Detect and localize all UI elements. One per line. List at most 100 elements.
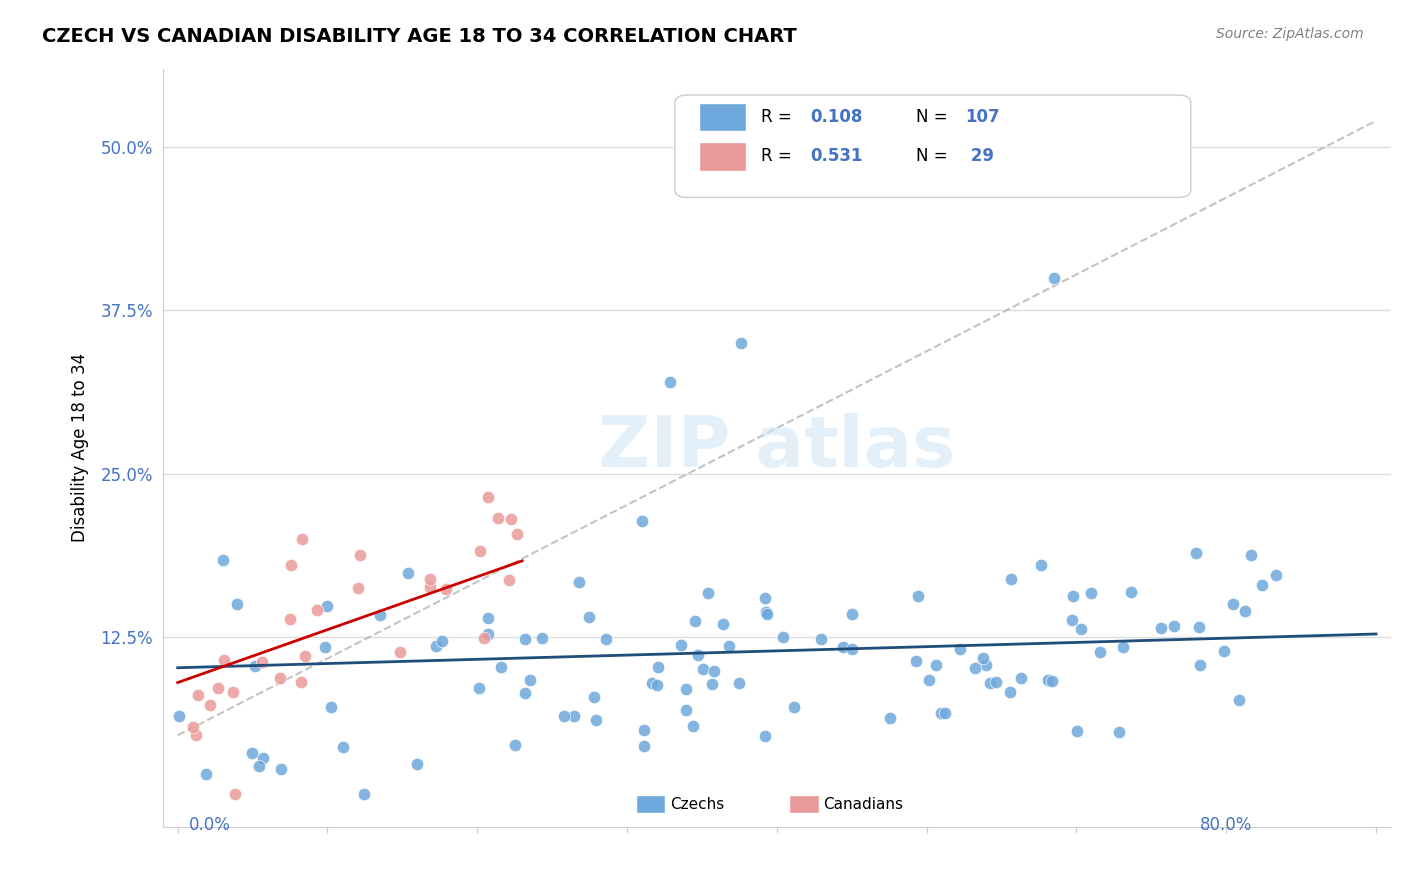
Point — [595, 632, 617, 647]
Point — [934, 706, 956, 720]
Point — [728, 675, 751, 690]
Point — [491, 660, 513, 674]
Point — [434, 582, 457, 596]
Point — [468, 681, 491, 695]
Point — [697, 585, 720, 599]
Point — [633, 739, 655, 754]
Point — [1090, 645, 1112, 659]
Point — [1066, 723, 1088, 738]
Point — [832, 640, 855, 654]
Point — [713, 617, 735, 632]
Point — [1227, 692, 1250, 706]
Text: R =: R = — [761, 108, 797, 126]
Point — [675, 681, 697, 696]
Point — [647, 660, 669, 674]
Point — [425, 639, 447, 653]
Point — [347, 581, 370, 595]
Point — [222, 684, 245, 698]
Point — [879, 711, 901, 725]
Point — [240, 746, 263, 760]
Point — [198, 698, 221, 712]
Point — [1150, 621, 1173, 635]
Point — [974, 657, 997, 672]
FancyBboxPatch shape — [636, 795, 665, 814]
FancyBboxPatch shape — [699, 142, 747, 171]
Point — [1240, 549, 1263, 563]
Text: Source: ZipAtlas.com: Source: ZipAtlas.com — [1216, 27, 1364, 41]
Point — [841, 607, 863, 621]
Point — [984, 675, 1007, 690]
Point — [430, 634, 453, 648]
Point — [1000, 572, 1022, 586]
Point — [582, 690, 605, 704]
Point — [1250, 577, 1272, 591]
Point — [314, 640, 336, 655]
Point — [718, 640, 741, 654]
Point — [755, 605, 778, 619]
Point — [641, 676, 664, 690]
Point — [187, 688, 209, 702]
Point — [1062, 613, 1084, 627]
Point — [553, 708, 575, 723]
Point — [501, 512, 523, 526]
Point — [929, 706, 952, 721]
Point — [675, 703, 697, 717]
Text: 0.108: 0.108 — [810, 108, 862, 126]
Point — [1119, 584, 1142, 599]
Point — [1040, 673, 1063, 688]
Point — [630, 514, 652, 528]
Point — [925, 657, 948, 672]
Point — [419, 580, 441, 594]
Point — [1038, 673, 1060, 687]
Point — [1062, 589, 1084, 603]
Point — [578, 609, 600, 624]
Point — [406, 757, 429, 772]
Point — [659, 376, 682, 390]
Point — [477, 490, 499, 504]
Text: N =: N = — [915, 147, 952, 166]
Point — [252, 751, 274, 765]
Point — [692, 663, 714, 677]
Point — [949, 641, 972, 656]
Point — [1265, 567, 1288, 582]
Text: Canadians: Canadians — [824, 797, 904, 812]
Point — [181, 720, 204, 734]
Point — [212, 553, 235, 567]
Point — [280, 612, 302, 626]
Point — [332, 739, 354, 754]
Point — [703, 664, 725, 678]
Text: R =: R = — [761, 147, 797, 166]
Point — [1222, 597, 1244, 611]
Point — [841, 642, 863, 657]
Point — [1010, 671, 1032, 685]
FancyBboxPatch shape — [789, 795, 818, 814]
Point — [307, 603, 329, 617]
FancyBboxPatch shape — [675, 95, 1191, 197]
Point — [810, 632, 832, 647]
Text: 29: 29 — [965, 147, 994, 166]
Point — [224, 787, 246, 801]
Point — [245, 658, 267, 673]
Point — [353, 787, 375, 801]
Point — [169, 709, 191, 723]
Point — [498, 574, 520, 588]
Point — [477, 627, 499, 641]
Point — [506, 527, 529, 541]
Point — [388, 645, 411, 659]
Point — [1185, 546, 1208, 560]
Point — [1112, 640, 1135, 654]
Text: CZECH VS CANADIAN DISABILITY AGE 18 TO 34 CORRELATION CHART: CZECH VS CANADIAN DISABILITY AGE 18 TO 3… — [42, 27, 797, 45]
Point — [519, 673, 541, 687]
Point — [1163, 619, 1185, 633]
Point — [1000, 685, 1022, 699]
Point — [1188, 620, 1211, 634]
Point — [755, 607, 778, 622]
Point — [918, 673, 941, 687]
Point — [226, 597, 249, 611]
Point — [513, 686, 536, 700]
Text: N =: N = — [915, 108, 952, 126]
Point — [294, 649, 316, 664]
Point — [419, 573, 441, 587]
Point — [269, 671, 291, 685]
Text: Czechs: Czechs — [671, 797, 724, 812]
